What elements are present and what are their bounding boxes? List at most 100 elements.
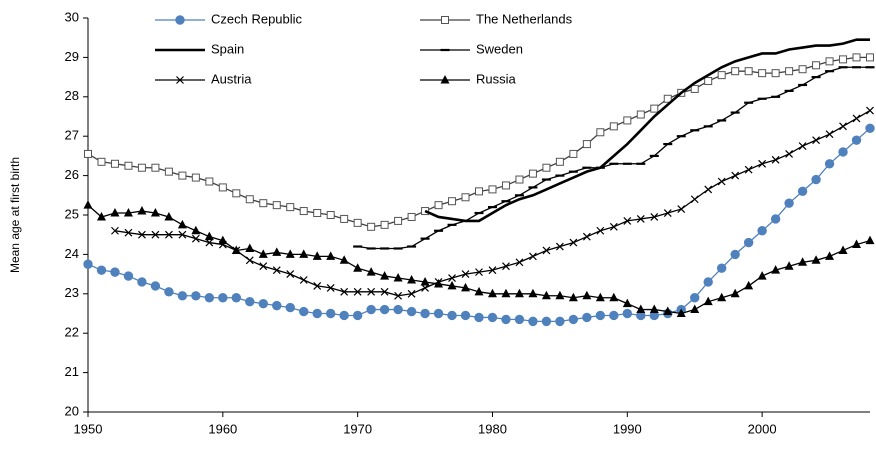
x-tick-label: 1960: [208, 421, 237, 436]
point: [96, 211, 106, 221]
point: [258, 249, 268, 258]
point: [137, 163, 146, 172]
point: [649, 304, 659, 314]
point: [770, 214, 781, 224]
point: [177, 291, 188, 301]
point: [703, 296, 713, 306]
point: [501, 288, 511, 298]
point: [744, 67, 753, 76]
point: [528, 288, 538, 298]
y-tick-label: 20: [65, 403, 79, 418]
point: [541, 316, 552, 327]
point: [407, 212, 416, 221]
point: [744, 280, 754, 290]
point: [838, 245, 848, 254]
point: [367, 222, 376, 231]
point: [191, 225, 201, 235]
point: [299, 276, 308, 284]
point: [312, 308, 322, 319]
x-tick-label: 1970: [343, 421, 372, 436]
point: [83, 259, 93, 269]
point: [164, 230, 173, 239]
point: [852, 114, 861, 123]
legend-label: The Netherlands: [476, 11, 573, 26]
point: [487, 288, 497, 298]
point: [474, 312, 484, 323]
point: [824, 159, 835, 169]
point: [96, 265, 107, 275]
point: [569, 149, 578, 158]
point: [502, 262, 510, 271]
point: [731, 67, 740, 76]
point: [286, 270, 295, 279]
point: [460, 310, 471, 321]
point: [542, 246, 551, 255]
x-tick-label: 1990: [613, 421, 642, 436]
point: [178, 171, 187, 180]
point: [326, 283, 335, 292]
point: [339, 310, 349, 321]
legend-label: Sweden: [476, 41, 523, 56]
point: [771, 265, 781, 274]
point: [758, 159, 767, 168]
point: [568, 292, 578, 302]
point: [690, 293, 700, 303]
x-tick-label: 1950: [74, 421, 103, 436]
point: [542, 163, 551, 172]
point: [730, 249, 740, 260]
legend-marker: [175, 15, 185, 25]
point: [367, 287, 376, 296]
point: [433, 308, 444, 319]
point: [124, 161, 133, 170]
point: [716, 263, 727, 273]
point: [138, 230, 146, 239]
point: [231, 245, 241, 254]
point: [595, 310, 606, 321]
point: [866, 53, 874, 62]
point: [623, 216, 632, 225]
point: [285, 249, 295, 258]
point: [812, 61, 821, 70]
point: [191, 291, 201, 301]
point: [528, 169, 537, 178]
point: [825, 130, 834, 139]
point: [852, 53, 861, 62]
point: [352, 310, 363, 321]
point: [353, 218, 362, 227]
point: [150, 208, 160, 217]
point: [474, 286, 484, 296]
point: [475, 268, 483, 277]
point: [785, 67, 794, 76]
point: [151, 163, 160, 172]
point: [568, 314, 579, 325]
point: [366, 304, 376, 315]
point: [555, 157, 564, 166]
point: [164, 287, 174, 297]
point: [704, 185, 713, 194]
legend-marker: [441, 16, 449, 24]
point: [151, 230, 160, 239]
series-line: [114, 110, 871, 297]
point: [393, 273, 403, 282]
point: [731, 171, 740, 180]
point: [394, 216, 403, 225]
point: [488, 185, 497, 194]
point: [272, 247, 282, 256]
point: [380, 220, 389, 229]
legend-marker: [176, 76, 184, 84]
point: [366, 267, 376, 276]
point: [663, 94, 672, 103]
point: [865, 235, 875, 245]
point: [677, 205, 686, 214]
x-tick-label: 1980: [478, 421, 507, 436]
point: [204, 231, 214, 241]
point: [97, 157, 106, 166]
point: [218, 235, 228, 245]
point: [690, 195, 699, 204]
point: [743, 237, 754, 248]
y-axis-label: Mean age at first birth: [8, 157, 22, 273]
point: [394, 291, 403, 300]
point: [838, 147, 848, 157]
point: [555, 316, 565, 327]
point: [272, 201, 281, 210]
